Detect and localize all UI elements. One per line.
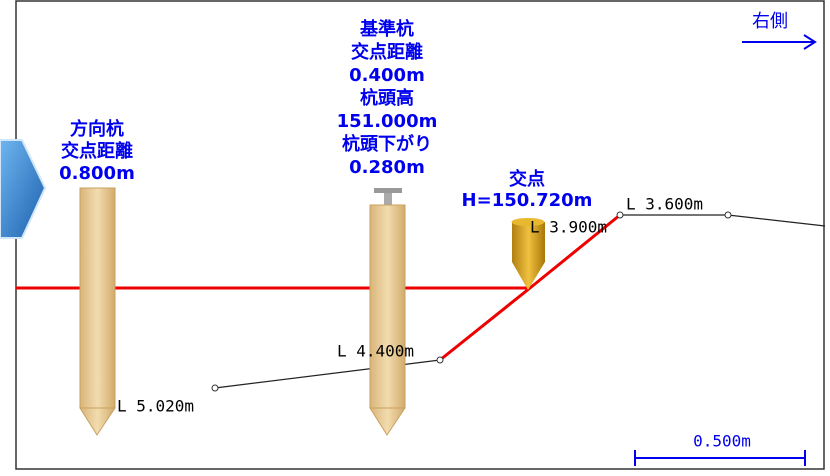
distance-label: L 5.020m — [117, 397, 194, 416]
direction-stake — [79, 187, 116, 436]
stake-label: 交点距離 — [351, 41, 423, 63]
stake-label: 杭頭下がり — [342, 133, 432, 155]
scale-bar — [634, 450, 806, 466]
stake-label: 0.280m — [349, 157, 425, 178]
stake-label: 151.000m — [337, 111, 438, 132]
stake-label: 基準杭 — [359, 18, 414, 40]
prev-button[interactable] — [0, 139, 47, 239]
stake-label: 0.800m — [59, 163, 135, 184]
side-label: 右側 — [752, 11, 788, 32]
distance-label: L 3.600m — [626, 195, 703, 214]
panel-frame — [15, 0, 825, 470]
points — [211, 211, 732, 392]
intersection-label: H=150.720m — [462, 190, 593, 211]
intersection-marker — [511, 218, 545, 290]
reference-stake — [369, 188, 406, 436]
side-arrow — [742, 34, 817, 50]
stake-label: 交点距離 — [61, 140, 133, 162]
intersection-label: 交点 — [509, 168, 545, 190]
distance-label: L 3.900m — [530, 218, 607, 237]
stake-label: 杭頭高 — [360, 87, 414, 109]
distance-label: L 4.400m — [337, 342, 414, 361]
scale-label: 0.500m — [693, 432, 751, 451]
slope-line — [439, 213, 621, 362]
stake-label: 方向杭 — [70, 118, 124, 140]
stake-label: 0.400m — [349, 65, 425, 86]
